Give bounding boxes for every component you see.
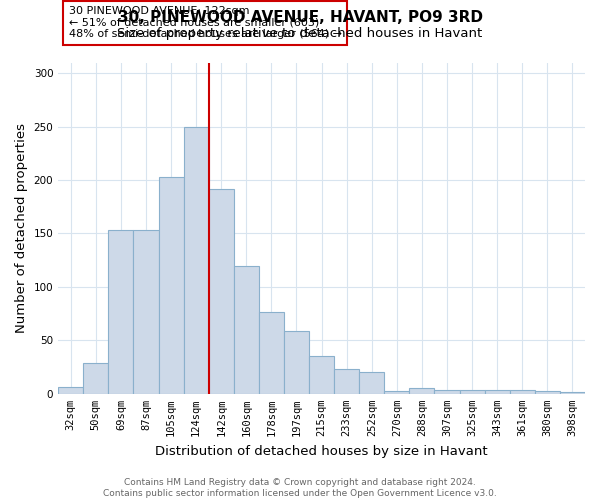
- Bar: [184, 126, 209, 394]
- Bar: [485, 390, 510, 394]
- Bar: [560, 392, 585, 394]
- Bar: [535, 390, 560, 394]
- Text: Contains HM Land Registry data © Crown copyright and database right 2024.
Contai: Contains HM Land Registry data © Crown c…: [103, 478, 497, 498]
- Bar: [409, 388, 434, 394]
- Bar: [460, 390, 485, 394]
- Bar: [359, 372, 385, 394]
- Text: 30 PINEWOOD AVENUE: 122sqm
← 51% of detached houses are smaller (603)
48% of sem: 30 PINEWOOD AVENUE: 122sqm ← 51% of deta…: [69, 6, 342, 40]
- Text: Size of property relative to detached houses in Havant: Size of property relative to detached ho…: [118, 28, 482, 40]
- Bar: [58, 388, 83, 394]
- Bar: [284, 331, 309, 394]
- Bar: [434, 390, 460, 394]
- Bar: [158, 177, 184, 394]
- Bar: [259, 312, 284, 394]
- Bar: [385, 390, 409, 394]
- Bar: [109, 230, 133, 394]
- Bar: [83, 363, 109, 394]
- Bar: [234, 266, 259, 394]
- Bar: [510, 390, 535, 394]
- Text: 30, PINEWOOD AVENUE, HAVANT, PO9 3RD: 30, PINEWOOD AVENUE, HAVANT, PO9 3RD: [118, 10, 482, 25]
- Bar: [209, 188, 234, 394]
- Y-axis label: Number of detached properties: Number of detached properties: [15, 123, 28, 333]
- Bar: [334, 369, 359, 394]
- X-axis label: Distribution of detached houses by size in Havant: Distribution of detached houses by size …: [155, 444, 488, 458]
- Bar: [309, 356, 334, 394]
- Bar: [133, 230, 158, 394]
